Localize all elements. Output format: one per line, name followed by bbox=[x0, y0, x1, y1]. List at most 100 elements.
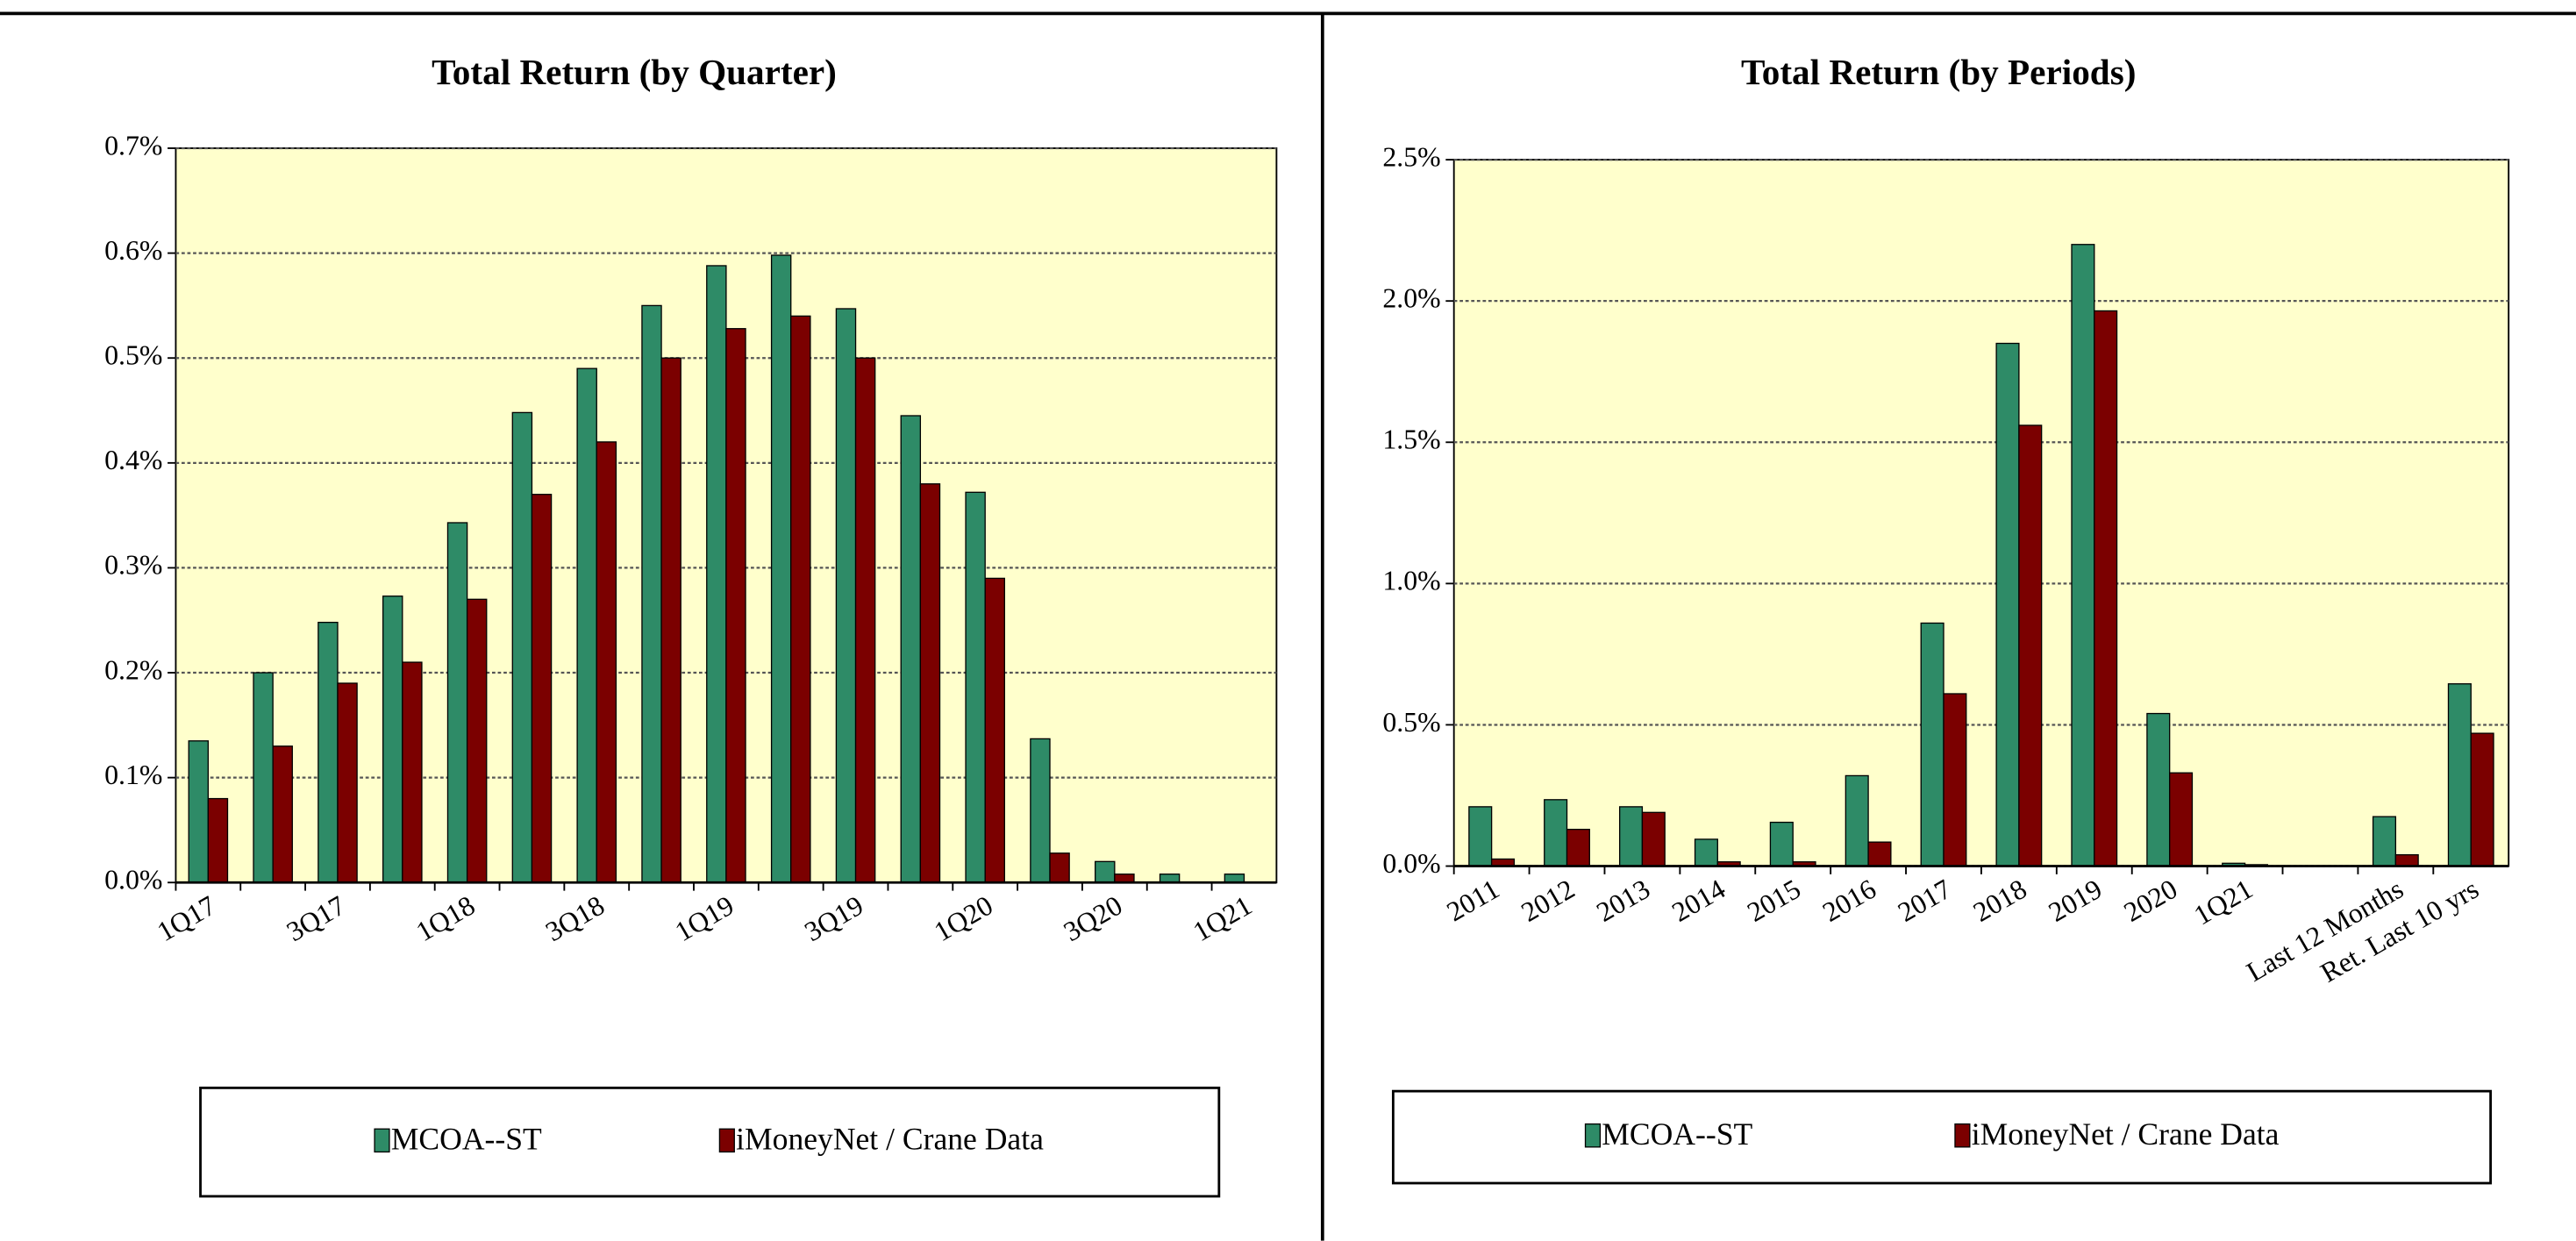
y-tick-label: 0.5% bbox=[104, 340, 162, 371]
bar bbox=[337, 682, 358, 883]
bar bbox=[641, 304, 662, 883]
y-tick-label: 1.0% bbox=[1382, 566, 1440, 596]
y-tick-label: 0.3% bbox=[104, 550, 162, 581]
x-tick-label: 2011 bbox=[1442, 874, 1505, 928]
bar bbox=[446, 522, 468, 883]
legend-swatch bbox=[1584, 1123, 1602, 1148]
x-tick-label: 2016 bbox=[1817, 874, 1881, 928]
bar bbox=[1468, 806, 1493, 867]
y-tick-label: 0.0% bbox=[1382, 848, 1440, 879]
bar bbox=[2018, 424, 2043, 867]
legend-swatch bbox=[1954, 1123, 1971, 1148]
bar bbox=[2094, 310, 2118, 867]
bar bbox=[770, 254, 792, 883]
x-tick-label: 3Q20 bbox=[1059, 890, 1128, 948]
x-tick-label: 1Q21 bbox=[1188, 890, 1257, 948]
y-tick-label: 0.4% bbox=[104, 445, 162, 475]
legend-box bbox=[1391, 1089, 2493, 1185]
bar bbox=[965, 491, 986, 883]
bar bbox=[660, 357, 681, 883]
bar bbox=[207, 797, 229, 883]
bar bbox=[1566, 828, 1590, 867]
bar bbox=[854, 357, 876, 883]
bar bbox=[984, 577, 1005, 883]
bar bbox=[188, 740, 209, 883]
bar bbox=[835, 308, 857, 883]
bar bbox=[1224, 874, 1245, 883]
bar bbox=[725, 328, 746, 883]
legend-swatch bbox=[374, 1128, 390, 1153]
bar bbox=[2146, 712, 2171, 867]
x-tick-label: 2015 bbox=[1742, 874, 1806, 928]
bar bbox=[2394, 853, 2419, 867]
bar bbox=[900, 415, 922, 883]
bar bbox=[1049, 852, 1070, 883]
bar bbox=[253, 672, 274, 883]
y-tick-label: 0.0% bbox=[104, 865, 162, 895]
bar bbox=[1114, 874, 1135, 883]
bar bbox=[1845, 774, 1869, 867]
legend-label: iMoneyNet / Crane Data bbox=[736, 1121, 1044, 1156]
x-tick-label: 1Q21 bbox=[2188, 874, 2258, 931]
bar bbox=[1995, 342, 2020, 867]
y-tick-label: 0.5% bbox=[1382, 707, 1440, 738]
y-tick-label: 0.7% bbox=[104, 130, 162, 160]
legend-label: iMoneyNet / Crane Data bbox=[1972, 1116, 2280, 1152]
bar bbox=[1867, 841, 1892, 867]
bar bbox=[790, 315, 811, 883]
bar bbox=[1769, 821, 1794, 867]
x-tick-label: 3Q18 bbox=[540, 890, 610, 948]
bar bbox=[272, 745, 293, 883]
x-tick-label: 2013 bbox=[1591, 874, 1655, 928]
x-tick-label: 2017 bbox=[1893, 874, 1957, 928]
x-tick-label: 2019 bbox=[2044, 874, 2108, 928]
bar bbox=[2372, 816, 2397, 867]
bar bbox=[2470, 732, 2494, 867]
x-tick-label: 1Q19 bbox=[670, 890, 739, 948]
chart-title: Total Return (by Quarter) bbox=[432, 52, 837, 93]
bar bbox=[382, 596, 403, 883]
y-tick-label: 1.5% bbox=[1382, 424, 1440, 455]
y-tick-label: 0.1% bbox=[104, 760, 162, 790]
bar bbox=[2071, 244, 2095, 867]
bar bbox=[1159, 874, 1181, 883]
x-tick-label: 1Q20 bbox=[929, 890, 998, 948]
x-tick-label: 1Q18 bbox=[411, 890, 481, 948]
y-tick-label: 2.0% bbox=[1382, 282, 1440, 313]
plot-area bbox=[1452, 159, 2510, 867]
bar bbox=[706, 265, 727, 883]
legend-label: MCOA--ST bbox=[1602, 1116, 1752, 1152]
y-tick-label: 0.2% bbox=[104, 654, 162, 685]
legend-box bbox=[199, 1086, 1221, 1198]
bar bbox=[1641, 811, 1666, 867]
bar bbox=[576, 367, 597, 883]
bar bbox=[1920, 622, 1944, 867]
bar bbox=[531, 494, 553, 883]
chart-title: Total Return (by Periods) bbox=[1741, 52, 2136, 93]
x-tick-label: 2020 bbox=[2119, 874, 2183, 928]
bar bbox=[1618, 806, 1644, 867]
x-tick-label: 3Q17 bbox=[282, 890, 351, 948]
bar bbox=[466, 598, 488, 883]
x-tick-label: 2018 bbox=[1968, 874, 2032, 928]
bar bbox=[1694, 838, 1718, 867]
bar bbox=[1095, 860, 1116, 883]
x-tick-label: 3Q19 bbox=[799, 890, 868, 948]
bar bbox=[919, 483, 941, 883]
bar bbox=[318, 621, 339, 883]
bar bbox=[2169, 772, 2194, 867]
bar bbox=[1544, 799, 1568, 867]
x-tick-label: 2012 bbox=[1516, 874, 1581, 928]
y-tick-label: 0.6% bbox=[104, 235, 162, 266]
legend-swatch bbox=[718, 1128, 735, 1153]
legend-label: MCOA--ST bbox=[391, 1121, 542, 1156]
bar bbox=[2447, 683, 2472, 867]
bar bbox=[402, 661, 423, 883]
x-tick-label: 2014 bbox=[1666, 874, 1730, 928]
bar bbox=[511, 411, 533, 883]
y-tick-label: 2.5% bbox=[1382, 141, 1440, 172]
x-tick-label: 1Q17 bbox=[152, 890, 221, 948]
bar bbox=[1030, 738, 1051, 883]
bar bbox=[596, 441, 617, 883]
